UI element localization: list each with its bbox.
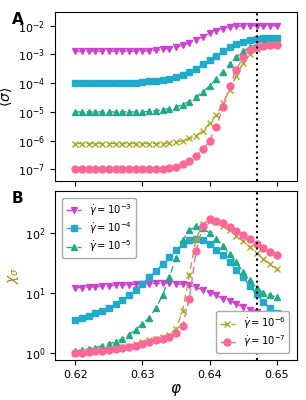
X-axis label: $\varphi$: $\varphi$ bbox=[170, 382, 182, 398]
Y-axis label: $\chi_\sigma$: $\chi_\sigma$ bbox=[6, 267, 21, 284]
Text: B: B bbox=[12, 191, 23, 206]
Y-axis label: $\langle\sigma\rangle$: $\langle\sigma\rangle$ bbox=[0, 86, 14, 107]
Legend: $\dot{\gamma} = 10^{-6}$, $\dot{\gamma} = 10^{-7}$: $\dot{\gamma} = 10^{-6}$, $\dot{\gamma} … bbox=[215, 311, 289, 353]
Text: A: A bbox=[12, 12, 23, 27]
